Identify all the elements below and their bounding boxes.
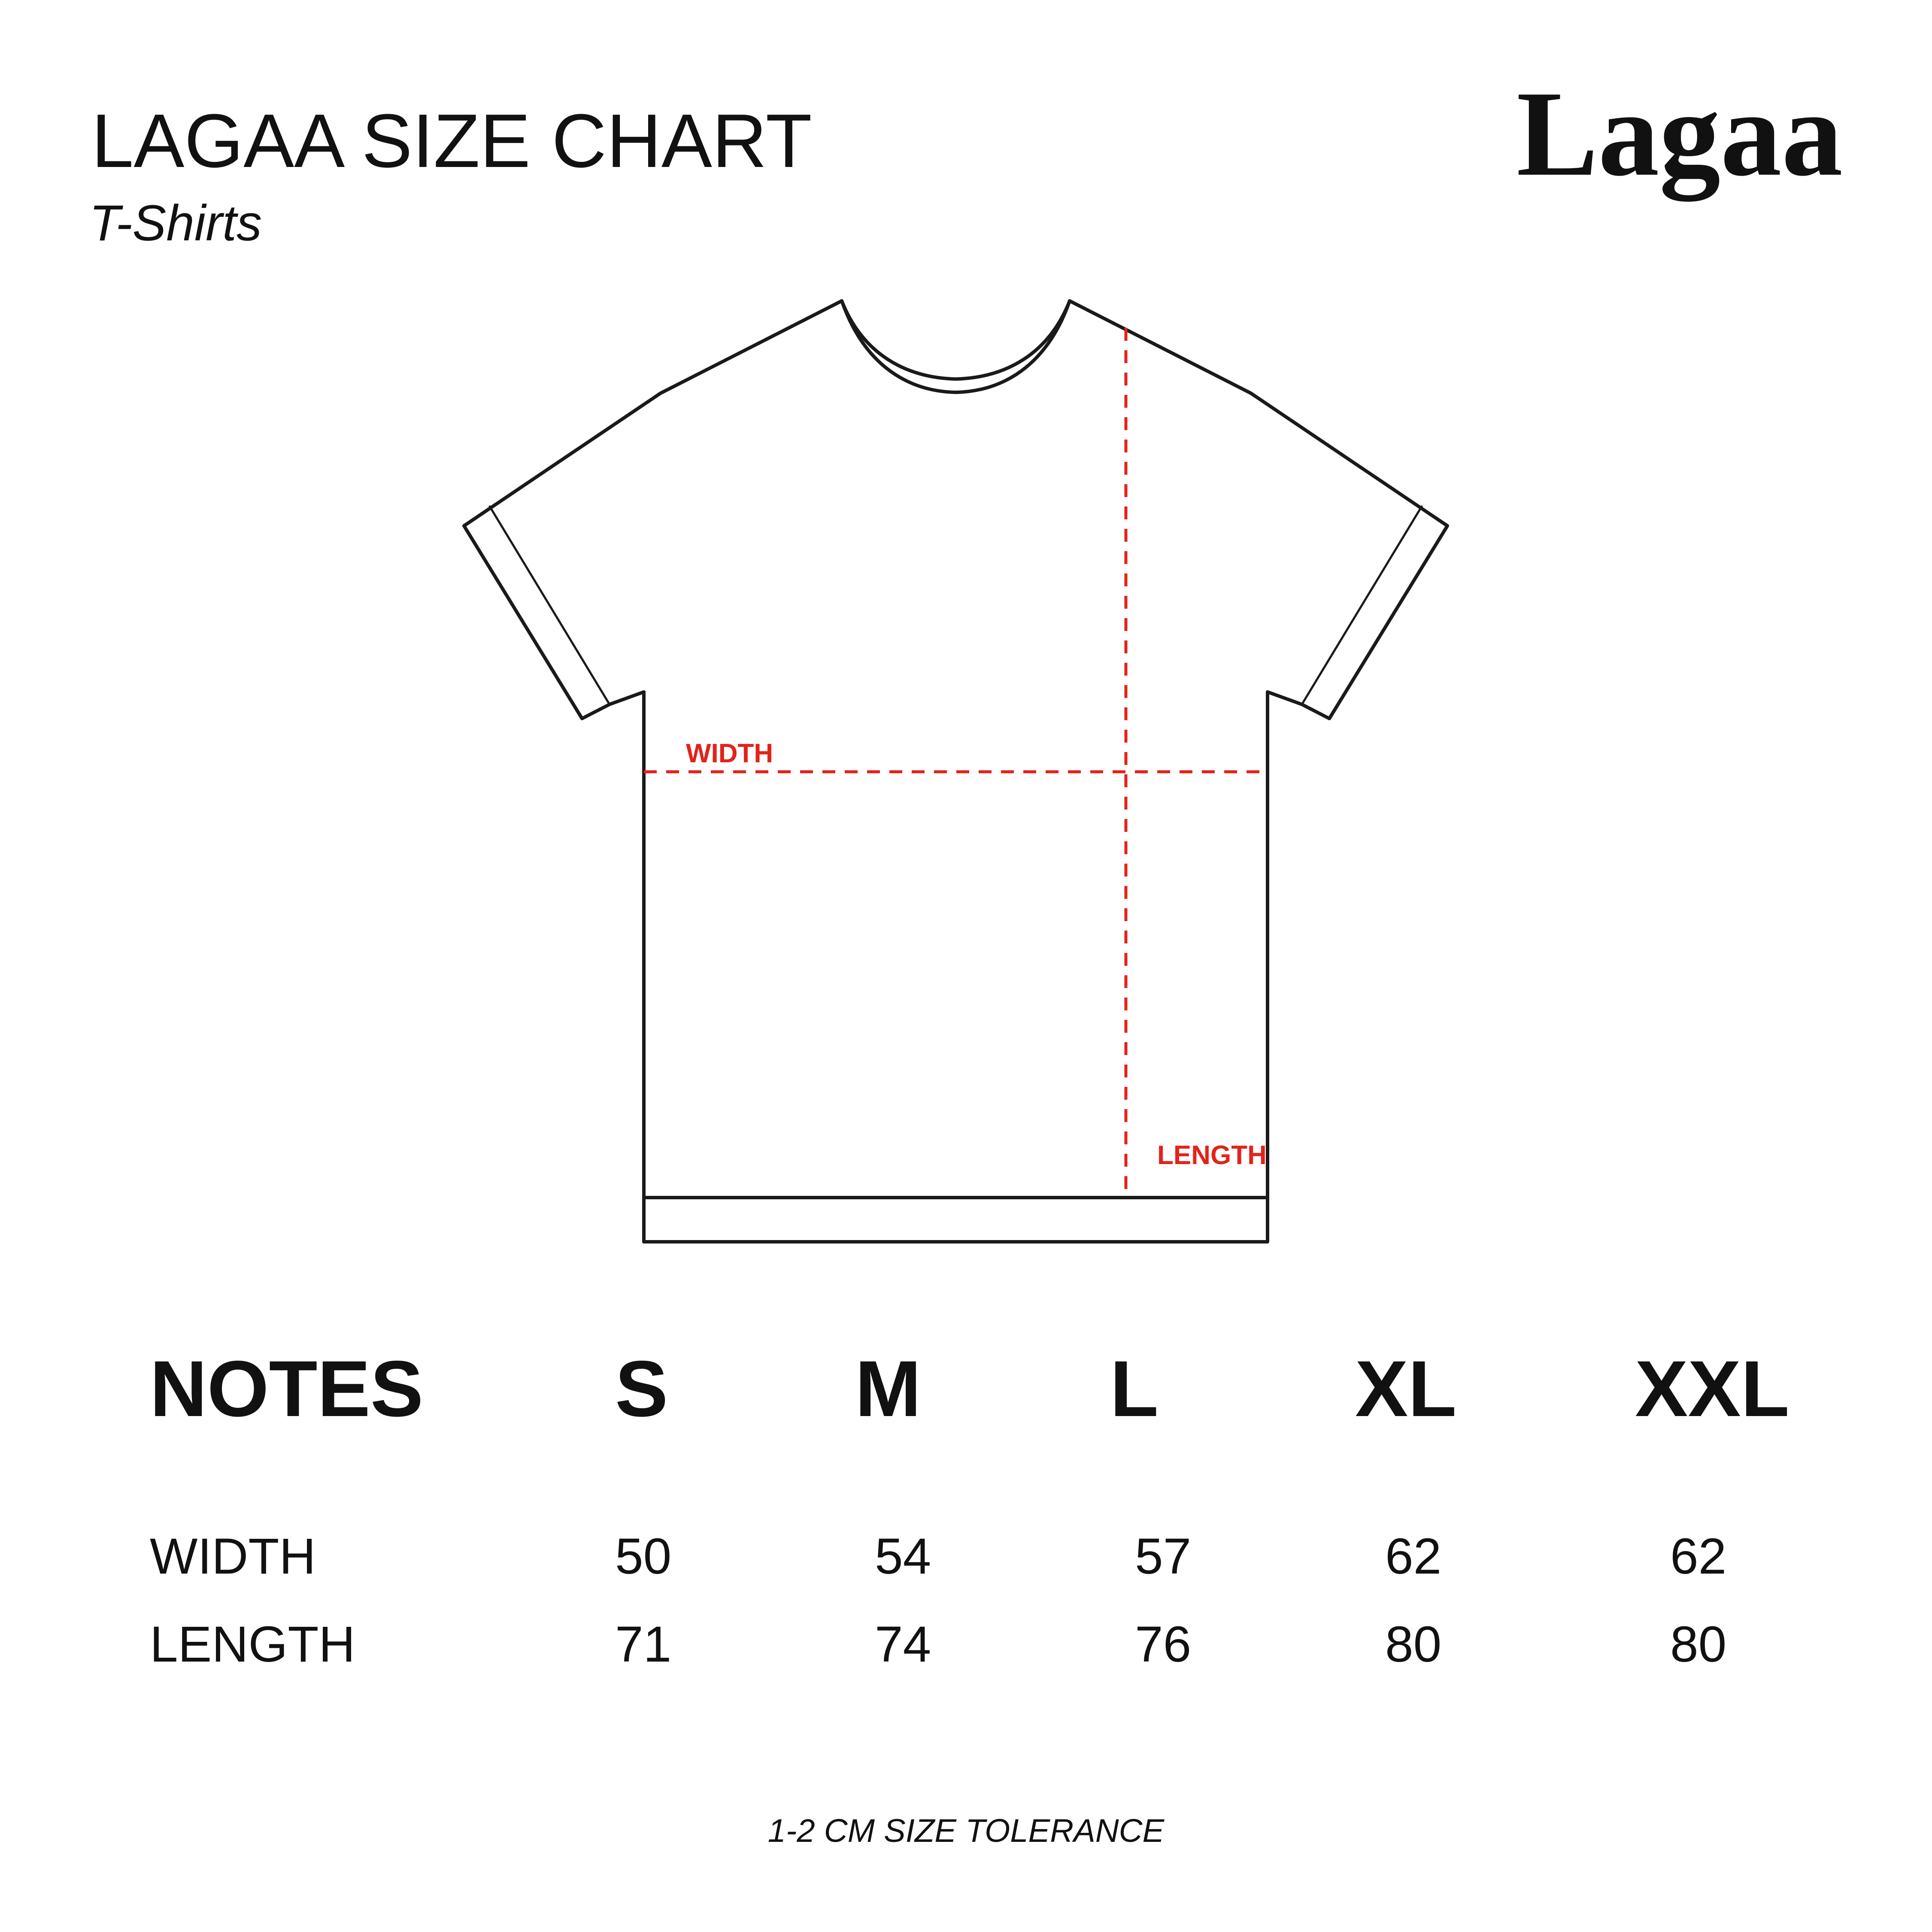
svg-text:LENGTH: LENGTH <box>1157 1140 1267 1170</box>
svg-text:WIDTH: WIDTH <box>686 739 773 768</box>
